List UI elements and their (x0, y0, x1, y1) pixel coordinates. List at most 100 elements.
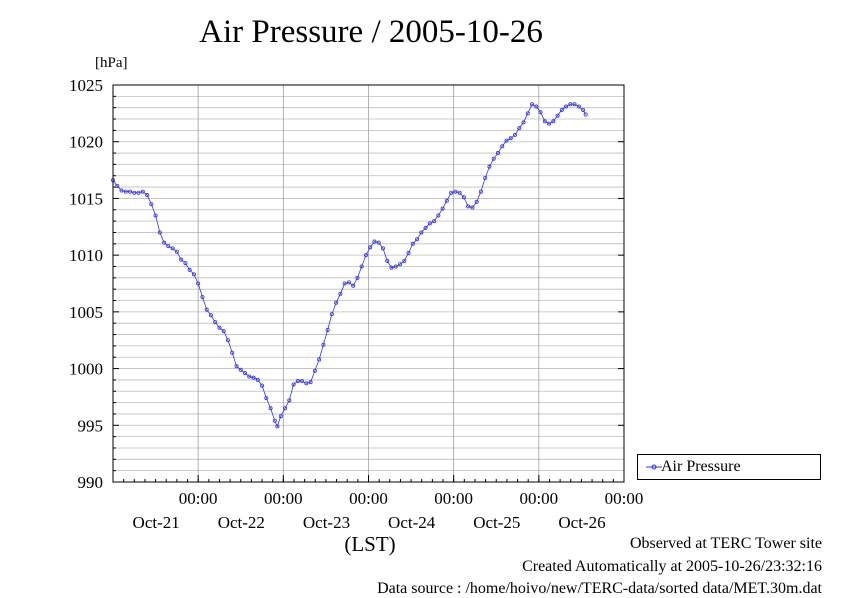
data-point (466, 204, 471, 209)
data-point (238, 367, 243, 372)
data-point (351, 283, 356, 288)
data-point (132, 190, 137, 195)
data-point (119, 188, 124, 193)
data-point (380, 246, 385, 251)
data-point (453, 189, 458, 194)
series-air-pressure (111, 102, 588, 429)
data-point (162, 240, 167, 245)
footer-source: Data source : /home/hoivo/new/TERC-data/… (377, 580, 822, 597)
x-tick-date: Oct-21 (133, 513, 180, 532)
data-point (423, 225, 428, 230)
data-point (278, 414, 283, 419)
data-point (342, 281, 347, 286)
data-point (230, 350, 235, 355)
data-point (415, 237, 420, 242)
x-tick-date: Oct-25 (473, 513, 520, 532)
data-point (440, 206, 445, 211)
data-point (436, 213, 441, 218)
data-point (247, 374, 252, 379)
x-tick-date: Oct-24 (388, 513, 436, 532)
y-tick-label: 1015 (69, 189, 103, 208)
data-point (470, 205, 475, 210)
x-tick-time: 00:00 (519, 489, 558, 508)
data-point (572, 102, 577, 107)
data-point (461, 195, 466, 200)
data-point (444, 198, 449, 203)
data-point (272, 418, 277, 423)
data-point (174, 249, 179, 254)
y-tick-label: 1020 (69, 133, 103, 152)
data-point (504, 138, 509, 143)
data-point (304, 381, 309, 386)
data-point (487, 164, 492, 169)
data-point (517, 126, 522, 131)
data-point (166, 244, 171, 249)
data-point (300, 379, 305, 384)
data-point (525, 111, 530, 116)
data-point (191, 272, 196, 277)
y-tick-label: 990 (78, 473, 104, 492)
data-point (583, 112, 588, 117)
data-point (559, 107, 564, 112)
data-point (576, 104, 581, 109)
x-tick-time: 00:00 (264, 489, 303, 508)
data-point (243, 371, 248, 376)
x-tick-time: 00:00 (179, 489, 218, 508)
x-axis-ticks: 00:00Oct-2100:00Oct-2200:00Oct-2300:00Oc… (112, 475, 644, 532)
data-point (393, 264, 398, 269)
x-tick-time: 00:00 (605, 489, 644, 508)
data-point (136, 190, 141, 195)
data-point (153, 213, 158, 218)
data-point (329, 312, 334, 317)
data-point (372, 239, 377, 244)
data-point (474, 199, 479, 204)
legend-marker-icon (646, 464, 662, 470)
data-point (275, 424, 280, 429)
data-point (217, 325, 222, 330)
data-point (287, 398, 292, 403)
data-point (376, 240, 381, 245)
data-point (432, 219, 437, 224)
data-point (183, 261, 188, 266)
data-point (312, 368, 317, 373)
data-point (406, 250, 411, 255)
plot-frame (112, 84, 625, 483)
y-tick-label: 1005 (69, 303, 103, 322)
data-point (449, 190, 454, 195)
data-point (291, 382, 296, 387)
x-tick-time: 00:00 (349, 489, 388, 508)
y-tick-label: 995 (78, 416, 104, 435)
data-point (359, 264, 364, 269)
data-point (508, 136, 513, 141)
data-point (251, 375, 256, 380)
data-point (325, 328, 330, 333)
data-point (410, 241, 415, 246)
chart-title: Air Pressure / 2005-10-26 (199, 14, 543, 50)
data-point (385, 258, 390, 263)
x-tick-time: 00:00 (434, 489, 473, 508)
data-point (389, 265, 394, 270)
data-point (495, 151, 500, 156)
x-tick-date: Oct-23 (303, 513, 350, 532)
data-point (179, 257, 184, 262)
x-tick-date: Oct-26 (558, 513, 605, 532)
data-point (140, 189, 145, 194)
data-point (308, 380, 313, 385)
data-point (334, 300, 339, 305)
data-point (530, 102, 535, 107)
data-point (283, 406, 288, 411)
data-point (200, 295, 205, 300)
data-point (128, 189, 133, 194)
data-point (255, 377, 260, 382)
footer-observed: Observed at TERC Tower site (629, 535, 822, 552)
data-point (500, 144, 505, 149)
data-point (321, 342, 326, 347)
data-point (457, 190, 462, 195)
footer-created: Created Automatically at 2005-10-26/23:3… (522, 558, 822, 575)
data-point (491, 156, 496, 161)
data-point (512, 132, 517, 137)
data-point (213, 320, 218, 325)
data-point (534, 104, 539, 109)
data-point (225, 338, 230, 343)
